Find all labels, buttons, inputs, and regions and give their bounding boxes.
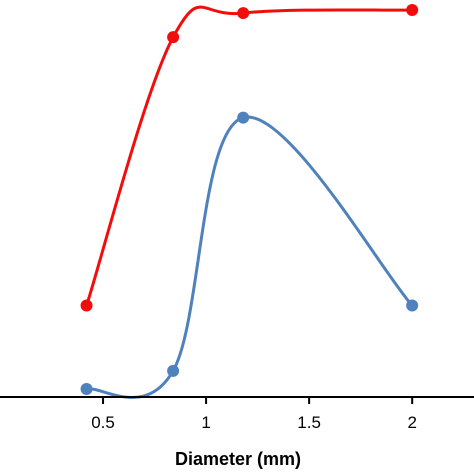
x-axis-ticks: 0.5 1 1.5 2: [91, 397, 417, 432]
series-line-1: [85, 5, 414, 308]
series-1-point: [80, 299, 93, 312]
x-tick-label: 2: [407, 413, 416, 432]
series-2-point: [406, 299, 419, 312]
series-1-point: [406, 4, 419, 17]
series-layer: [80, 4, 419, 399]
series-2-point: [237, 111, 250, 124]
series-2-point: [167, 364, 180, 377]
x-axis-title: Diameter (mm): [175, 449, 301, 469]
x-tick-label: 0.5: [91, 413, 115, 432]
series-2-point: [80, 382, 93, 395]
series-1-point: [237, 7, 250, 20]
series-line-2: [85, 115, 414, 399]
series-1-point: [167, 31, 180, 44]
x-tick-label: 1.5: [297, 413, 321, 432]
x-tick-label: 1: [201, 413, 210, 432]
